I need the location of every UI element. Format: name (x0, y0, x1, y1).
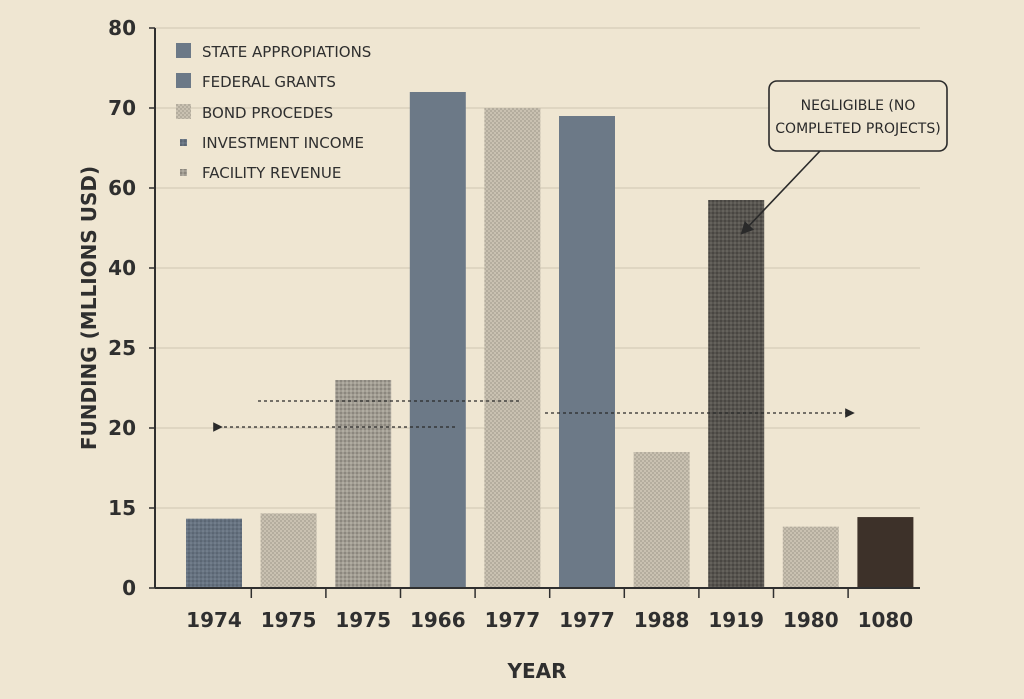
y-tick-label: 0 (122, 576, 136, 600)
annotation-line-2: COMPLETED PROJECTS) (775, 121, 940, 137)
bar-2 (335, 380, 392, 588)
x-tick-label: 1919 (708, 608, 764, 632)
x-tick-label: 1966 (410, 608, 466, 632)
annotation-pointer (740, 150, 821, 235)
legend-label-facility-revenue: FACILITY REVENUE (202, 164, 341, 182)
bar-8 (782, 526, 839, 588)
legend: STATE APPROPIATIONS FEDERAL GRANTS BOND … (176, 43, 371, 182)
y-tick-label: 80 (108, 16, 136, 40)
bar-1 (260, 513, 317, 588)
x-tick-label: 1977 (559, 608, 615, 632)
legend-swatch-state-appropiations (176, 43, 191, 58)
legend-swatch-investment-income (180, 139, 187, 146)
legend-label-investment-income: INVESTMENT INCOME (202, 134, 364, 152)
y-tick-label: 70 (108, 96, 136, 120)
x-tick-label: 1975 (335, 608, 391, 632)
y-tick-label: 40 (108, 256, 136, 280)
x-tick-label: 1975 (261, 608, 317, 632)
annotation-line-1: NEGLIGIBLE (NO (801, 98, 916, 114)
x-tick-label: 1988 (634, 608, 690, 632)
y-tick-label: 25 (108, 336, 136, 360)
y-tick-label: 60 (108, 176, 136, 200)
bar-0 (186, 518, 242, 588)
x-tick-label: 1977 (485, 608, 541, 632)
legend-swatch-federal-grants (176, 73, 191, 88)
bar-7 (708, 200, 765, 588)
annotation-box (768, 80, 948, 152)
bar-3 (409, 92, 466, 588)
y-tick-label: 15 (108, 496, 136, 520)
x-axis-title: YEAR (506, 659, 566, 683)
legend-swatch-facility-revenue (180, 169, 187, 176)
legend-label-federal-grants: FEDERAL GRANTS (202, 73, 336, 91)
x-tick-label: 1974 (186, 608, 242, 632)
legend-label-state-appropiations: STATE APPROPIATIONS (202, 43, 371, 61)
x-tick-label: 1080 (858, 608, 914, 632)
y-axis-title: FUNDING (MLLIONS USD) (77, 166, 101, 450)
legend-label-bond-procedes: BOND PROCEDES (202, 104, 333, 122)
bar-6 (633, 452, 690, 588)
x-tick-label: 1980 (783, 608, 839, 632)
bar-9 (857, 517, 914, 588)
y-tick-label: 20 (108, 416, 136, 440)
bars (186, 92, 914, 588)
dashed-guides (213, 400, 855, 432)
annotation-callout: NEGLIGIBLE (NO COMPLETED PROJECTS) (740, 80, 948, 235)
bar-4 (484, 108, 541, 588)
y-axis-ticks: 0 15 20 25 40 60 70 80 (108, 16, 155, 600)
x-axis-labels: 1974 1975 1975 1966 1977 1977 1988 1919 1980 1080 (186, 588, 913, 632)
bar-5 (559, 116, 615, 588)
legend-swatch-bond-procedes (176, 104, 191, 119)
